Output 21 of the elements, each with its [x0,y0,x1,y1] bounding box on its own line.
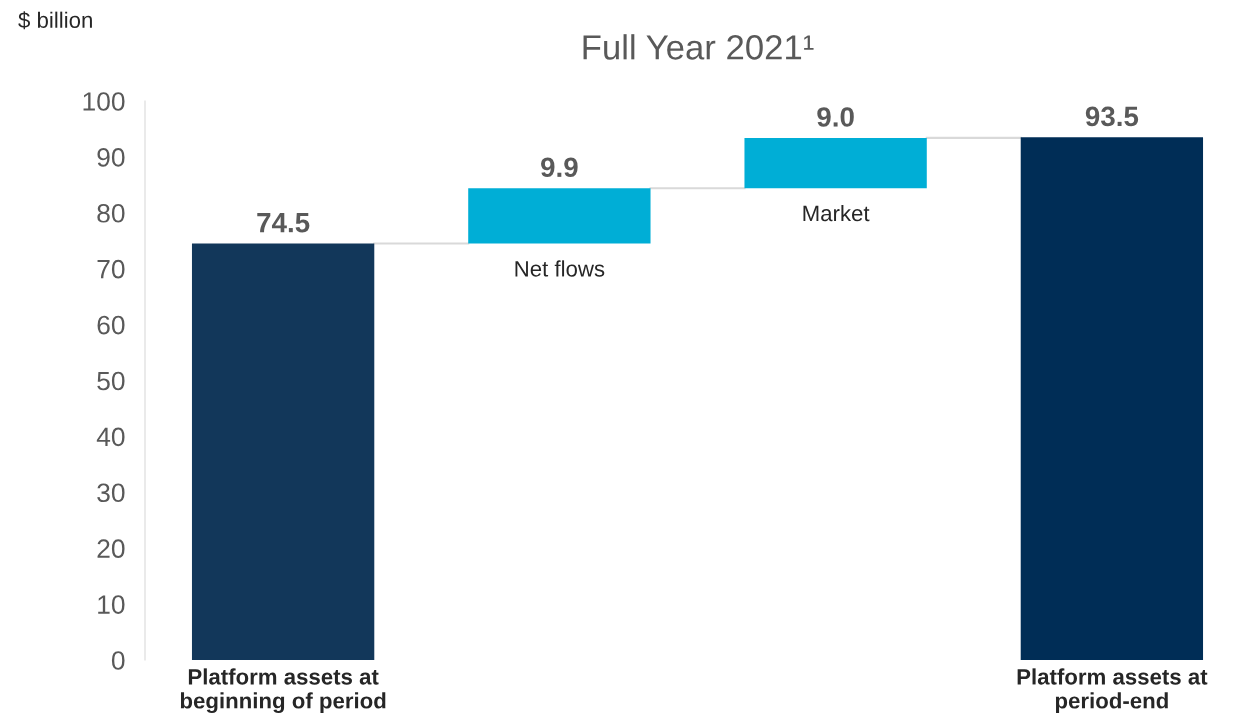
data-label: 9.0 [817,107,854,127]
y-tick-label: 80 [97,203,125,223]
chart-title: Full Year 2021¹ [583,34,814,60]
x-tick-label: Net flows [515,260,605,277]
data-label: 93.5 [1085,106,1139,127]
y-tick-label: 20 [97,539,125,559]
y-tick-label: 0 [111,651,125,670]
x-tick-label: Platform assets at beginning of period [180,668,386,714]
y-tick-label: 70 [97,259,125,279]
data-label: 74.5 [257,213,310,233]
y-tick-label: 40 [96,427,125,447]
y-tick-label: 60 [97,315,125,335]
x-tick-label: Market [803,204,870,222]
y-tick-label: 50 [97,371,125,391]
y-axis-title: $ billion [18,11,92,30]
data-label: 9.9 [541,157,578,178]
x-tick-label: Platform assets at period-end [1017,668,1208,713]
y-tick-label: 90 [97,148,125,167]
y-tick-label: 10 [98,595,125,614]
y-tick-label: 30 [97,483,125,503]
y-tick-label: 100 [83,92,125,111]
